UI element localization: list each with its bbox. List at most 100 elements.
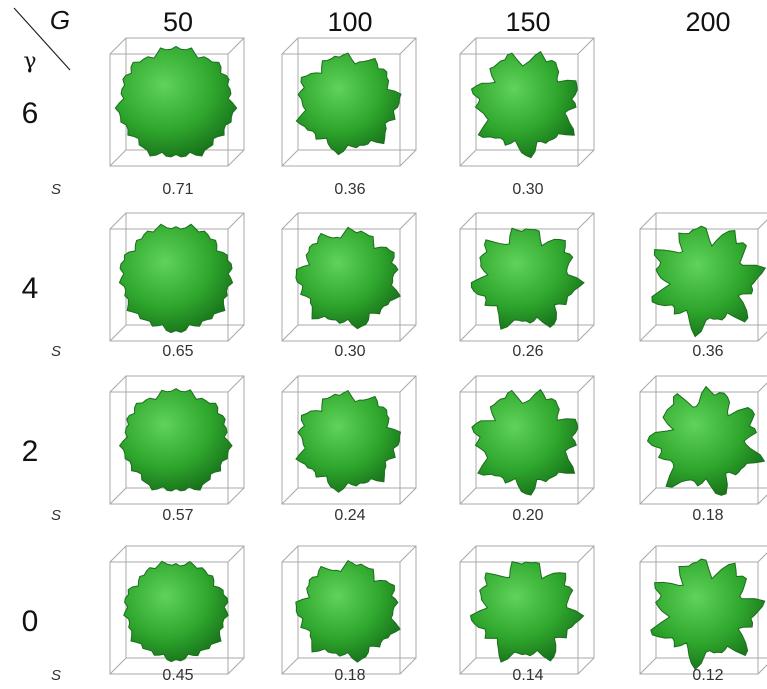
cube-edge bbox=[578, 376, 594, 392]
cube-cell bbox=[460, 38, 594, 166]
cube-edge bbox=[460, 213, 476, 229]
cube-edge bbox=[282, 658, 298, 674]
cube-edge bbox=[400, 213, 416, 229]
s-value: 0.30 bbox=[334, 343, 365, 360]
cube-edge bbox=[758, 488, 767, 504]
s-value: 0.18 bbox=[692, 507, 723, 524]
cube-edge bbox=[578, 546, 594, 562]
s-value: 0.12 bbox=[692, 667, 723, 684]
cube-edge bbox=[578, 150, 594, 166]
cube-cell bbox=[282, 376, 416, 504]
cube-cell bbox=[460, 213, 594, 341]
cube-edge bbox=[282, 38, 298, 54]
cube-edge bbox=[758, 658, 767, 674]
cube-edge bbox=[578, 213, 594, 229]
cube-edge bbox=[110, 376, 126, 392]
cube-cell bbox=[460, 546, 594, 674]
cube-edge bbox=[400, 38, 416, 54]
cube-edge bbox=[110, 658, 126, 674]
cube-edge bbox=[578, 658, 594, 674]
cube-edge bbox=[110, 488, 126, 504]
cube-edge bbox=[228, 213, 244, 229]
green-structure bbox=[648, 387, 765, 496]
cube-edge bbox=[460, 546, 476, 562]
cube-cell bbox=[460, 376, 594, 504]
cube-cell bbox=[282, 546, 416, 674]
green-structure bbox=[651, 559, 765, 669]
green-structure bbox=[652, 226, 765, 336]
column-symbol: G bbox=[50, 5, 70, 35]
s-value: 0.20 bbox=[512, 507, 543, 524]
column-header: 100 bbox=[327, 7, 372, 37]
cube-edge bbox=[460, 488, 476, 504]
cube-cell bbox=[640, 213, 767, 341]
cube-edge bbox=[460, 150, 476, 166]
cube-edge bbox=[228, 150, 244, 166]
cube-edge bbox=[640, 658, 656, 674]
green-structure bbox=[296, 391, 401, 493]
s-value: 0.71 bbox=[162, 181, 193, 198]
cube-edge bbox=[640, 376, 656, 392]
cube-cell bbox=[282, 38, 416, 166]
green-structure bbox=[471, 562, 584, 663]
row-label: 6 bbox=[22, 97, 39, 130]
row-label: 0 bbox=[22, 605, 39, 638]
cube-edge bbox=[228, 546, 244, 562]
cube-edge bbox=[758, 546, 767, 562]
cube-edge bbox=[110, 325, 126, 341]
cube-cell bbox=[282, 213, 416, 341]
cube-edge bbox=[578, 488, 594, 504]
cube-cell bbox=[110, 376, 244, 504]
s-label: S bbox=[51, 181, 61, 198]
green-structure bbox=[115, 47, 236, 157]
cube-edge bbox=[400, 488, 416, 504]
green-structure bbox=[124, 561, 229, 661]
cube-edge bbox=[400, 376, 416, 392]
cube-edge bbox=[228, 38, 244, 54]
s-value: 0.36 bbox=[692, 343, 723, 360]
cube-edge bbox=[460, 376, 476, 392]
green-structure bbox=[472, 52, 578, 158]
cube-edge bbox=[758, 213, 767, 229]
s-value: 0.36 bbox=[334, 181, 365, 198]
row-label: 4 bbox=[22, 272, 39, 305]
cube-edge bbox=[578, 325, 594, 341]
green-structure bbox=[472, 390, 578, 495]
cube-edge bbox=[282, 150, 298, 166]
cube-edge bbox=[228, 488, 244, 504]
column-header: 150 bbox=[505, 7, 550, 37]
green-structure bbox=[120, 389, 232, 491]
s-label: S bbox=[51, 667, 61, 684]
s-value: 0.65 bbox=[162, 343, 193, 360]
cube-edge bbox=[228, 376, 244, 392]
cube-edge bbox=[578, 38, 594, 54]
cube-cell bbox=[110, 546, 244, 674]
column-header: 50 bbox=[163, 7, 193, 37]
s-value: 0.24 bbox=[334, 507, 365, 524]
cube-edge bbox=[758, 376, 767, 392]
cube-edge bbox=[282, 213, 298, 229]
green-structure bbox=[471, 228, 584, 329]
cube-edge bbox=[228, 325, 244, 341]
cube-edge bbox=[110, 546, 126, 562]
cube-edge bbox=[640, 546, 656, 562]
cube-edge bbox=[110, 38, 126, 54]
cube-cell bbox=[110, 213, 244, 341]
cube-edge bbox=[400, 658, 416, 674]
cube-edge bbox=[282, 546, 298, 562]
cube-edge bbox=[460, 658, 476, 674]
green-structure bbox=[296, 561, 400, 663]
cube-edge bbox=[400, 325, 416, 341]
s-value: 0.26 bbox=[512, 343, 543, 360]
s-label: S bbox=[51, 507, 61, 524]
cube-cell bbox=[110, 38, 244, 166]
cube-edge bbox=[282, 488, 298, 504]
cube-edge bbox=[460, 38, 476, 54]
cube-cell bbox=[640, 546, 767, 674]
s-value: 0.45 bbox=[162, 667, 193, 684]
cube-edge bbox=[400, 546, 416, 562]
cube-edge bbox=[110, 150, 126, 166]
s-value: 0.30 bbox=[512, 181, 543, 198]
cube-cell bbox=[640, 376, 767, 504]
figure: G γ 501001502006S0.710.360.304S0.650.300… bbox=[0, 0, 767, 689]
